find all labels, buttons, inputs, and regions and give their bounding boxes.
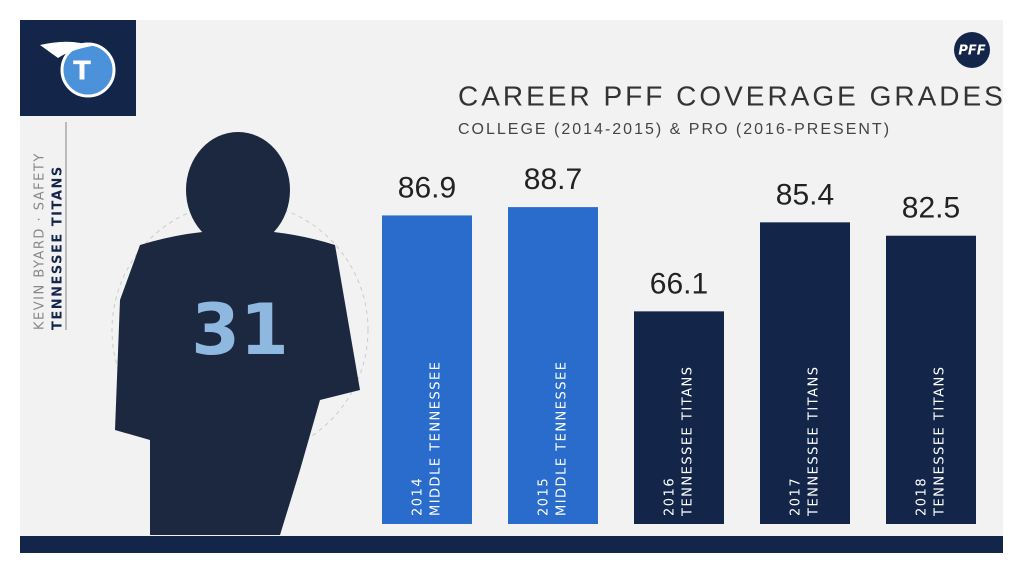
team-label: TENNESSEE TITANS (933, 366, 948, 517)
value-label: 85.4 (776, 178, 834, 211)
logo-t: T (73, 57, 91, 87)
pff-logo (954, 32, 990, 68)
bar (508, 207, 598, 524)
team-label: TENNESSEE TITANS (51, 165, 66, 330)
logo-circle (60, 42, 116, 98)
value-label: 86.9 (398, 171, 456, 204)
team-label: MIDDLE TENNESSEE (429, 361, 444, 516)
bar (382, 215, 472, 524)
jersey-number: 31 (191, 289, 288, 371)
value-label: 88.7 (524, 163, 582, 196)
chart-title: CAREER PFF COVERAGE GRADES (458, 80, 1006, 111)
brand: PFF (958, 44, 985, 59)
logo-flame (40, 41, 92, 58)
category-label: 2018 (915, 477, 930, 516)
team-label: TENNESSEE TITANS (807, 366, 822, 517)
category-label: 2016 (663, 477, 678, 516)
player-photo (115, 132, 360, 535)
category-label: 2014 (411, 477, 426, 516)
category-label: 2015 (537, 477, 552, 516)
bar (634, 311, 724, 524)
bar (886, 235, 976, 524)
bar (760, 222, 850, 524)
value-label: 82.5 (902, 192, 960, 225)
footer-bar (20, 536, 1003, 553)
team-label: MIDDLE TENNESSEE (555, 361, 570, 516)
player-label: KEVIN BYARD · SAFETY (33, 152, 48, 330)
chart-subtitle: COLLEGE (2014-2015) & PRO (2016-PRESENT) (458, 121, 891, 138)
category-label: 2017 (789, 477, 804, 516)
team-label: TENNESSEE TITANS (681, 366, 696, 517)
value-label: 66.1 (650, 267, 708, 300)
